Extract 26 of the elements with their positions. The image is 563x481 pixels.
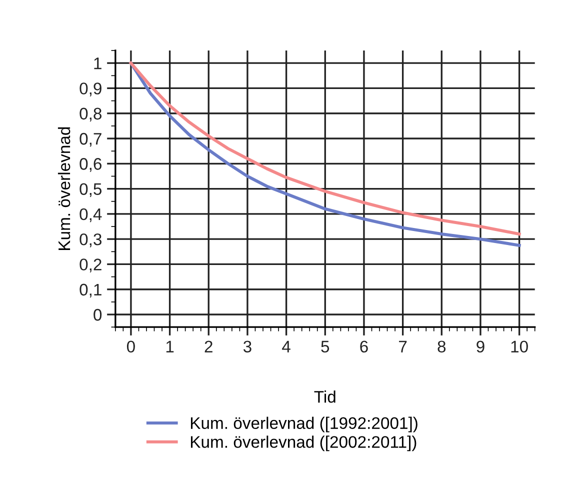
x-tick-label: 0 <box>126 340 135 353</box>
x-tick-label: 4 <box>282 340 290 352</box>
y-tick-label: 0,2 <box>80 258 102 272</box>
y-tick-label: 1 <box>94 58 102 70</box>
y-tick-label: 0,5 <box>80 183 102 197</box>
x-tick-label: 8 <box>438 340 446 353</box>
x-tick-label: 2 <box>204 340 212 352</box>
x-tick-label: 10 <box>511 340 528 353</box>
x-tick-label: 5 <box>321 340 330 353</box>
x-tick-label: 3 <box>243 340 252 353</box>
x-tick-label: 1 <box>166 340 174 352</box>
y-tick-label: 0,4 <box>80 208 102 222</box>
legend-label: Kum. överlevnad ([2002:2011]) <box>190 436 416 452</box>
x-tick-label: 7 <box>399 340 407 352</box>
y-tick-label: 0,6 <box>80 158 102 172</box>
y-axis-title: Kum. överlevnad <box>58 127 70 250</box>
y-tick-label: 0,9 <box>80 82 102 96</box>
legend-label: Kum. överlevnad ([1992:2001]) <box>190 416 418 432</box>
y-tick-label: 0,3 <box>80 233 102 248</box>
y-tick-label: 0,8 <box>80 108 102 122</box>
y-tick-label: 0,7 <box>80 132 102 147</box>
x-tick-label: 6 <box>360 340 368 353</box>
y-tick-label: 0 <box>94 308 102 321</box>
x-axis-title: Tid <box>314 390 336 403</box>
x-tick-label: 9 <box>476 340 484 353</box>
y-tick-label: 0,1 <box>80 284 102 298</box>
